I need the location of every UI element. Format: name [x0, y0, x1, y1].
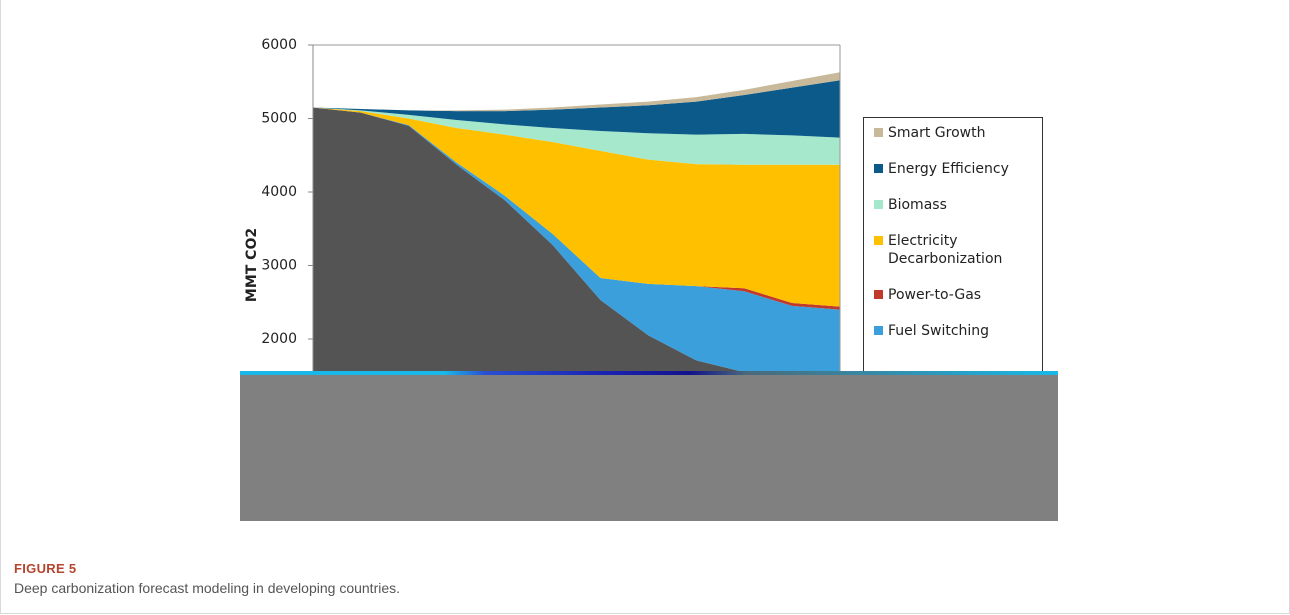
legend-entry: Fuel Switching [874, 322, 1036, 340]
image-mask [240, 375, 1058, 521]
image-artifact [240, 371, 1058, 376]
y-tick-label: 2000 [261, 331, 297, 347]
legend-swatch [874, 290, 883, 299]
legend-entry: Power-to-Gas [874, 286, 1036, 304]
y-axis-label: MMT CO2 [244, 228, 260, 302]
legend-swatch [874, 236, 883, 245]
legend-label: Energy Efficiency [888, 161, 1009, 177]
y-tick-label: 6000 [261, 37, 297, 53]
area [313, 107, 840, 307]
legend-label: Power-to-Gas [888, 287, 982, 303]
y-tick-label: 3000 [261, 258, 297, 274]
area [313, 107, 840, 165]
legend-swatch [874, 164, 883, 173]
legend-label: Electricity Decarbonization [888, 233, 1003, 267]
legend-swatch [874, 128, 883, 137]
legend: Smart Growth Energy Efficiency Biomass Elec… [863, 117, 1043, 375]
figure-caption: Deep carbonization forecast modeling in … [14, 580, 401, 596]
legend-entry: Electricity Decarbonization [874, 232, 1036, 268]
y-tick-label: 5000 [261, 111, 297, 127]
area [313, 107, 840, 391]
legend-swatch [874, 200, 883, 209]
y-tick-label: 4000 [261, 184, 297, 200]
area [313, 80, 840, 138]
legend-label: Smart Growth [888, 125, 986, 141]
figure-label: FIGURE 5 [14, 561, 77, 576]
area [313, 72, 840, 112]
legend-swatch [874, 326, 883, 335]
legend-label: Fuel Switching [888, 323, 990, 339]
area [313, 107, 840, 413]
legend-entry: Biomass [874, 196, 1036, 214]
legend-entry: Smart Growth [874, 124, 1036, 142]
legend-label: Biomass [888, 197, 947, 213]
legend-entry: Energy Efficiency [874, 160, 1036, 178]
